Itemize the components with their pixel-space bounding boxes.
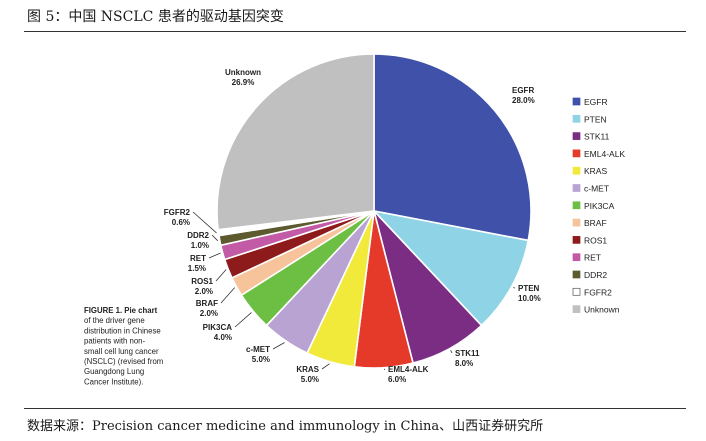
leader-line-ret	[208, 252, 221, 259]
slice-value-egfr: 28.0%	[512, 96, 535, 105]
legend-swatch-fgfr2	[572, 287, 581, 296]
leader-line-stk11	[450, 350, 453, 354]
legend-swatch-pik3ca	[572, 201, 581, 210]
slice-label-braf: BRAF	[196, 299, 218, 308]
caption-line: distribution in Chinese	[84, 326, 161, 335]
legend-label-ret: RET	[584, 253, 601, 263]
slice-value-kras: 5.0%	[301, 375, 319, 384]
legend-label-pten: PTEN	[584, 114, 607, 124]
pie-slices	[216, 53, 532, 369]
slice-value-ddr2: 1.0%	[191, 241, 209, 250]
title-rule	[24, 31, 686, 32]
legend-swatch-egfr	[572, 97, 581, 106]
figure-title: 图 5：中国 NSCLC 患者的驱动基因突变	[27, 9, 284, 25]
slice-label-ret: RET	[190, 254, 206, 263]
slice-label-pten: PTEN	[518, 284, 540, 293]
caption-line: FIGURE 1. Pie chart	[84, 306, 158, 315]
slice-label-eml4-alk: EML4-ALK	[388, 365, 429, 374]
legend-swatch-unknown	[572, 305, 581, 313]
pie-slice-egfr	[373, 53, 532, 242]
legend-swatch-pten	[572, 114, 581, 123]
legend-swatch-kras	[572, 166, 581, 175]
legend-label-fgfr2: FGFR2	[584, 287, 612, 297]
slice-value-pik3ca: 4.0%	[214, 333, 232, 342]
legend-label-ddr2: DDR2	[584, 270, 607, 280]
legend-swatch-stk11	[572, 132, 581, 140]
legend-swatch-ret	[572, 253, 581, 262]
slice-value-unknown: 26.9%	[232, 78, 255, 87]
caption-line: Cancer Institute).	[84, 377, 143, 386]
slice-value-stk11: 8.0%	[455, 359, 473, 368]
legend-label-ros1: ROS1	[584, 235, 607, 245]
slice-label-stk11: STK11	[455, 349, 480, 358]
leader-line-eml4-alk	[383, 368, 386, 371]
legend-label-c-met: c-MET	[584, 184, 609, 194]
caption-line: (NSCLC) (revised from	[84, 357, 163, 366]
caption-line: patients with non-	[84, 337, 146, 346]
leader-line-kras	[321, 363, 330, 370]
slice-label-kras: KRAS	[296, 365, 319, 374]
slice-value-braf: 2.0%	[200, 309, 218, 318]
legend-label-unknown: Unknown	[584, 305, 620, 315]
legend-swatch-braf	[572, 218, 581, 227]
leader-line-fgfr2	[192, 211, 217, 234]
legend-swatch-ros1	[572, 236, 581, 244]
slice-value-eml4-alk: 6.0%	[388, 375, 406, 384]
legend-label-stk11: STK11	[584, 132, 610, 142]
slice-label-egfr: EGFR	[512, 86, 534, 95]
legend-label-braf: BRAF	[584, 218, 607, 228]
caption-line: of the driver gene	[84, 316, 145, 325]
legend-label-kras: KRAS	[584, 166, 607, 176]
leader-line-ddr2	[211, 234, 219, 242]
slice-label-ros1: ROS1	[191, 277, 213, 286]
source-rule	[24, 408, 686, 409]
leader-line-pik3ca	[234, 312, 252, 328]
legend: EGFR PTEN STK11 EML4-ALK KRAS c-MET PIK3CA BRAF…	[572, 97, 625, 315]
slice-value-fgfr2: 0.6%	[172, 218, 190, 227]
pie-slice-unknown	[216, 53, 375, 231]
slice-label-ddr2: DDR2	[187, 231, 209, 240]
slice-value-ret: 1.5%	[188, 264, 206, 273]
slice-value-ros1: 2.0%	[195, 287, 213, 296]
caption-line: small cell lung cancer	[84, 347, 159, 356]
legend-swatch-c-met	[572, 184, 581, 192]
legend-swatch-ddr2	[572, 270, 581, 279]
pie-slice-pten	[371, 209, 530, 327]
leader-lines	[192, 211, 516, 371]
slice-value-c-met: 5.0%	[252, 355, 270, 364]
caption-line: Guangdong Lung	[84, 367, 144, 376]
leader-line-braf	[220, 287, 235, 304]
legend-swatch-eml4-alk	[572, 149, 581, 158]
leader-line-c-met	[272, 342, 285, 350]
source-note: 数据来源：Precision cancer medicine and immun…	[27, 419, 544, 434]
leader-line-ros1	[215, 269, 227, 282]
slice-label-fgfr2: FGFR2	[164, 208, 191, 217]
slice-label-pik3ca: PIK3CA	[203, 323, 233, 332]
legend-label-egfr: EGFR	[584, 97, 608, 107]
legend-label-eml4-alk: EML4-ALK	[584, 149, 625, 159]
slice-value-pten: 10.0%	[518, 294, 541, 303]
slice-label-unknown: Unknown	[225, 68, 261, 77]
slice-label-c-met: c-MET	[246, 345, 270, 354]
legend-label-pik3ca: PIK3CA	[584, 201, 615, 211]
